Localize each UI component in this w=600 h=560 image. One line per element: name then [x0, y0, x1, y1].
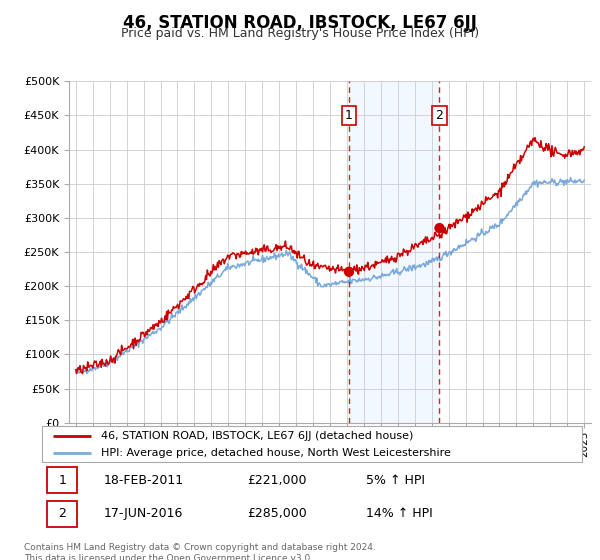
FancyBboxPatch shape	[42, 426, 582, 462]
Text: 14% ↑ HPI: 14% ↑ HPI	[366, 507, 433, 520]
Text: £221,000: £221,000	[247, 474, 307, 487]
Text: 5% ↑ HPI: 5% ↑ HPI	[366, 474, 425, 487]
Text: 2: 2	[436, 109, 443, 122]
Point	[344, 267, 354, 276]
Text: 46, STATION ROAD, IBSTOCK, LE67 6JJ (detached house): 46, STATION ROAD, IBSTOCK, LE67 6JJ (det…	[101, 431, 414, 441]
Text: 46, STATION ROAD, IBSTOCK, LE67 6JJ: 46, STATION ROAD, IBSTOCK, LE67 6JJ	[123, 14, 477, 32]
Text: £285,000: £285,000	[247, 507, 307, 520]
Text: 1: 1	[345, 109, 353, 122]
Text: HPI: Average price, detached house, North West Leicestershire: HPI: Average price, detached house, Nort…	[101, 448, 451, 458]
Text: 2: 2	[58, 507, 66, 520]
Text: Price paid vs. HM Land Registry's House Price Index (HPI): Price paid vs. HM Land Registry's House …	[121, 27, 479, 40]
FancyBboxPatch shape	[47, 468, 77, 493]
Text: 17-JUN-2016: 17-JUN-2016	[104, 507, 184, 520]
Text: 1: 1	[58, 474, 66, 487]
Text: 18-FEB-2011: 18-FEB-2011	[104, 474, 184, 487]
FancyBboxPatch shape	[47, 501, 77, 526]
Text: Contains HM Land Registry data © Crown copyright and database right 2024.
This d: Contains HM Land Registry data © Crown c…	[24, 543, 376, 560]
Point	[434, 223, 444, 232]
Bar	[349, 81, 439, 423]
